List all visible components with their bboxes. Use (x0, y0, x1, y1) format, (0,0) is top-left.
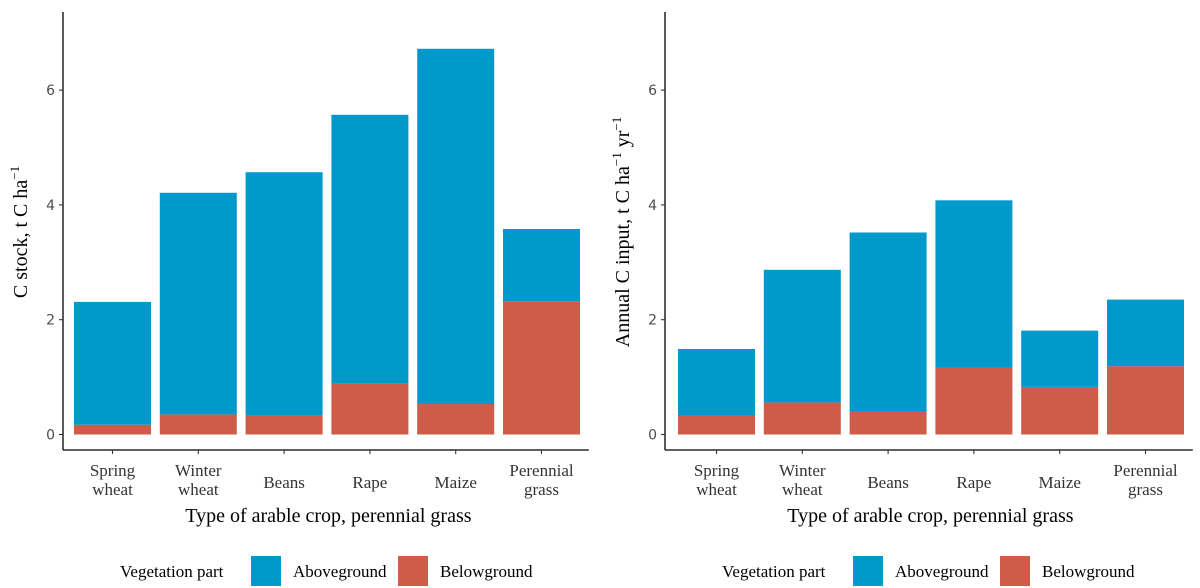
x-axis-title: Type of arable crop, perennial grass (787, 505, 1073, 527)
bar-aboveground-beans (849, 232, 927, 411)
bar-aboveground-rape (935, 200, 1013, 368)
y-tick-label: 4 (46, 198, 55, 214)
bar-belowground-winter-wheat (159, 414, 237, 435)
bar-belowground-winter-wheat (763, 402, 841, 435)
y-tick-label: 2 (648, 313, 657, 329)
x-tick-label: Spring wheat (90, 461, 136, 499)
legend-label-aboveground: Aboveground (293, 562, 387, 581)
bar-belowground-rape (331, 383, 409, 435)
x-tick-label: Winter wheat (175, 461, 222, 499)
legend-key-belowground (1000, 556, 1030, 586)
bar-aboveground-maize (1021, 330, 1099, 387)
bar-belowground-perennial-grass (1107, 366, 1184, 435)
y-tick-label: 6 (648, 83, 657, 99)
bar-aboveground-rape (331, 114, 409, 384)
y-tick-label: 6 (46, 83, 55, 99)
chart-right: 0 2 4 6 Spring wheat Winter wheat Beans Rape Maize… (609, 12, 1193, 586)
bar-belowground-maize (1021, 386, 1099, 435)
bar-belowground-spring-wheat (74, 424, 151, 435)
legend-label-belowground: Belowground (440, 562, 533, 581)
bar-aboveground-beans (245, 172, 323, 416)
x-tick-label: Spring wheat (694, 461, 740, 499)
bar-belowground-maize (417, 403, 495, 435)
bar-aboveground-spring-wheat (74, 301, 151, 425)
x-tick-label: Beans (867, 473, 909, 492)
legend-label-belowground: Belowground (1042, 562, 1135, 581)
x-tick-label: Winter wheat (779, 461, 826, 499)
x-tick-label: Perennial grass (509, 461, 573, 499)
bar-aboveground-winter-wheat (159, 192, 237, 415)
bar-aboveground-perennial-grass (1107, 299, 1184, 367)
legend-key-aboveground (853, 556, 883, 586)
legend-title: Vegetation part (120, 562, 224, 581)
bar-aboveground-winter-wheat (763, 269, 841, 403)
x-axis-title: Type of arable crop, perennial grass (185, 505, 471, 527)
y-tick-label: 0 (648, 428, 657, 444)
bar-belowground-spring-wheat (678, 415, 755, 435)
x-tick-label: Rape (956, 473, 991, 492)
x-tick-label: Maize (1038, 473, 1080, 492)
y-axis-title: C stock, t C ha−1 (7, 166, 32, 298)
bar-belowground-beans (849, 411, 927, 435)
y-tick-label: 2 (46, 313, 55, 329)
legend-label-aboveground: Aboveground (895, 562, 989, 581)
bar-aboveground-maize (417, 48, 495, 404)
legend-key-aboveground (251, 556, 281, 586)
bar-aboveground-spring-wheat (678, 349, 755, 415)
x-tick-label: Maize (434, 473, 476, 492)
x-tick-label: Beans (263, 473, 305, 492)
x-tick-label: Rape (352, 473, 387, 492)
x-tick-label: Perennial grass (1113, 461, 1177, 499)
bar-belowground-rape (935, 367, 1013, 435)
legend-title: Vegetation part (722, 562, 826, 581)
legend-key-belowground (398, 556, 428, 586)
bar-aboveground-perennial-grass (503, 229, 580, 302)
chart-left: 0 2 4 6 Spring wheat Winter wheat Beans Rape Maize… (7, 12, 589, 586)
y-axis-title: Annual C input, t C ha−1 yr−1 (609, 117, 634, 347)
bar-belowground-perennial-grass (503, 301, 580, 435)
y-tick-label: 0 (46, 428, 55, 444)
y-tick-label: 4 (648, 198, 657, 214)
bar-belowground-beans (245, 415, 323, 435)
